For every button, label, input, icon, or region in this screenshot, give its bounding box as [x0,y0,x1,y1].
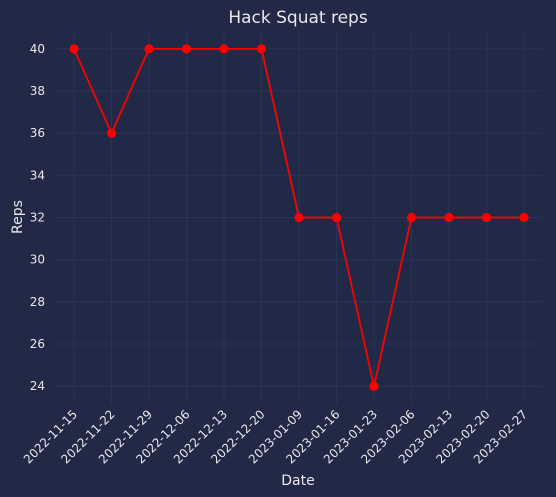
data-point [444,212,454,223]
y-tick-label: 32 [30,211,45,225]
data-point [144,44,154,54]
grid-lines [55,32,542,403]
x-axis-label: Date [281,473,314,489]
y-tick-labels: 24 26 28 30 32 34 36 38 40 [30,42,45,393]
data-point [294,212,304,223]
y-tick-label: 30 [30,253,45,267]
data-point [256,44,267,54]
data-point [331,212,342,223]
y-tick-label: 38 [30,84,45,98]
data-point [519,212,529,223]
data-point [219,44,229,54]
y-tick-label: 40 [30,42,45,56]
x-tick-labels: 2022-11-152022-11-222022-11-292022-12-06… [21,407,530,466]
y-tick-label: 24 [30,379,45,393]
data-point [406,212,417,223]
data-point [106,128,117,138]
y-tick-label: 34 [30,168,45,182]
y-axis-label: Reps [10,200,26,234]
data-point [181,44,192,54]
y-tick-label: 28 [30,295,45,309]
y-tick-label: 36 [30,126,45,140]
y-tick-label: 26 [30,337,45,351]
data-point [481,212,492,223]
series-layer [69,44,529,391]
data-point [369,381,379,391]
data-point [69,44,79,54]
chart-title: Hack Squat reps [228,8,368,28]
